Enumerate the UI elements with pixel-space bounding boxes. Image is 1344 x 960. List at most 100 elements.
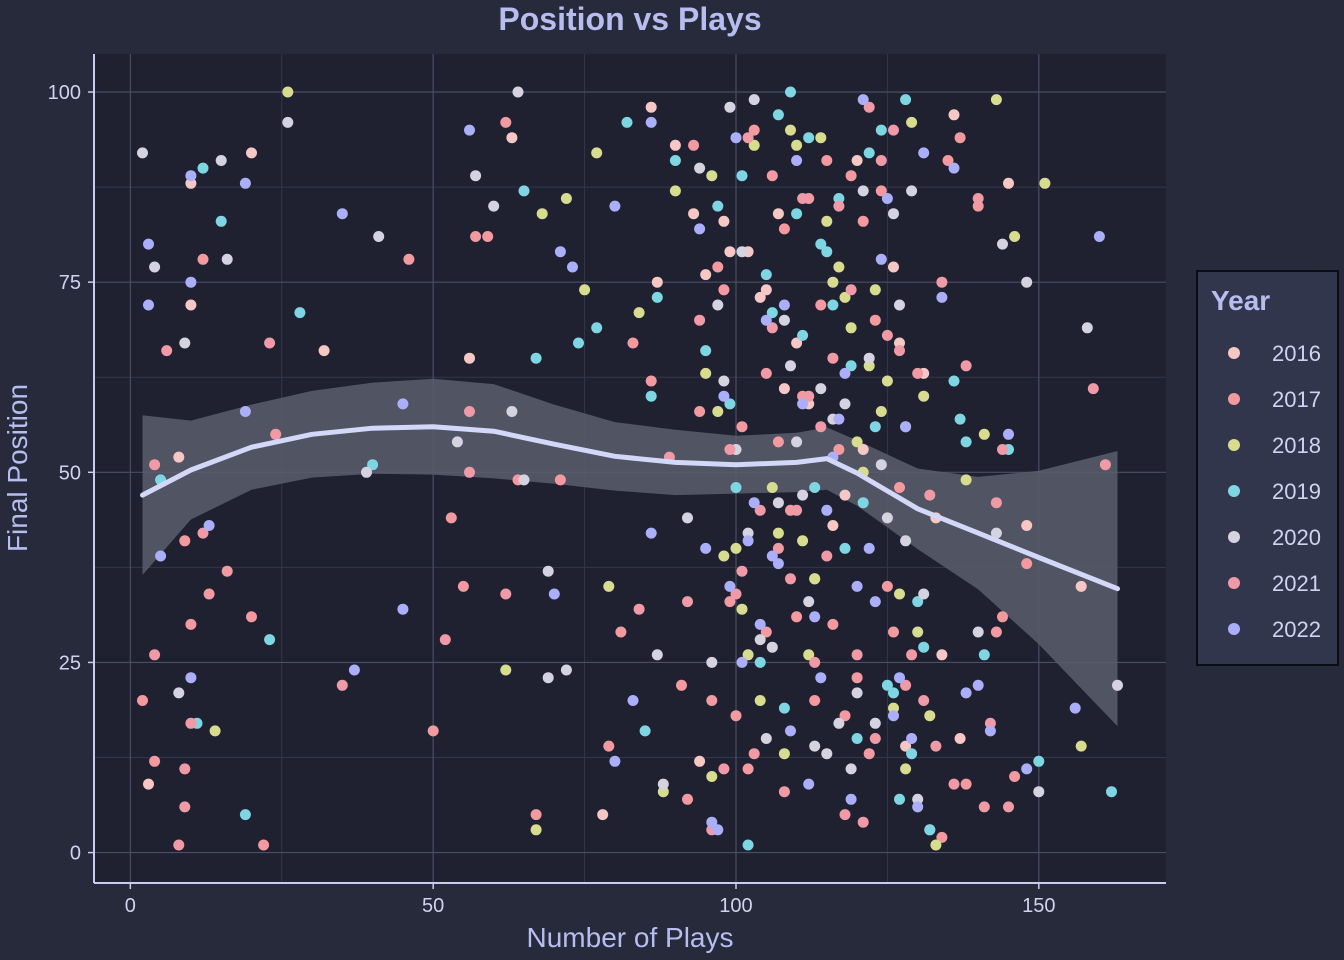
- data-point: [875, 185, 887, 197]
- data-point: [724, 444, 736, 455]
- data-point: [179, 763, 191, 775]
- data-point: [936, 291, 948, 303]
- data-point: [239, 406, 251, 417]
- data-point: [155, 550, 167, 562]
- data-point: [464, 406, 475, 417]
- data-point: [700, 269, 712, 281]
- data-point: [712, 261, 724, 273]
- data-point: [318, 345, 330, 357]
- data-point: [567, 261, 578, 273]
- data-point: [778, 314, 790, 326]
- data-point: [888, 702, 899, 714]
- data-point: [791, 155, 803, 166]
- data-point: [603, 740, 615, 752]
- data-point: [597, 809, 609, 821]
- legend-label-2017: 2017: [1272, 387, 1321, 412]
- data-point: [748, 94, 760, 106]
- data-point: [869, 314, 881, 326]
- data-point: [500, 588, 512, 600]
- data-point: [766, 482, 778, 493]
- data-point: [888, 710, 899, 722]
- data-point: [778, 786, 790, 798]
- data-point: [833, 261, 845, 273]
- data-point: [851, 436, 863, 448]
- data-point: [839, 809, 851, 821]
- data-point: [518, 185, 530, 197]
- data-point: [894, 337, 905, 349]
- chart-title: Position vs Plays: [498, 1, 761, 37]
- data-point: [457, 580, 469, 592]
- data-point: [736, 421, 748, 433]
- data-point: [875, 253, 887, 265]
- data-point: [881, 580, 893, 592]
- data-point: [470, 231, 482, 242]
- data-point: [736, 170, 748, 182]
- data-point: [766, 307, 778, 319]
- data-point: [609, 755, 621, 767]
- data-point: [754, 656, 766, 668]
- data-point: [367, 459, 379, 471]
- y-tick-label: 100: [48, 82, 81, 104]
- data-point: [736, 565, 748, 577]
- data-point: [1099, 459, 1111, 471]
- data-point: [246, 147, 257, 159]
- data-point: [179, 801, 191, 813]
- data-point: [633, 307, 645, 319]
- data-point: [1021, 763, 1033, 775]
- data-point: [785, 360, 796, 372]
- data-point: [621, 116, 633, 128]
- data-point: [530, 352, 542, 364]
- data-point: [185, 618, 197, 630]
- data-point: [984, 725, 996, 737]
- data-point: [639, 725, 651, 737]
- data-point: [669, 185, 681, 197]
- data-point: [888, 208, 899, 220]
- smooth-line-group: [140, 424, 1120, 592]
- data-point: [149, 649, 161, 661]
- data-point: [403, 253, 415, 265]
- data-point: [881, 512, 893, 524]
- legend-key-2020: [1228, 531, 1240, 543]
- data-point: [797, 193, 809, 204]
- y-tick-label: 75: [59, 272, 81, 294]
- data-point: [694, 314, 706, 326]
- legend-label-2020: 2020: [1272, 525, 1321, 550]
- data-point: [173, 839, 185, 851]
- data-point: [336, 679, 348, 691]
- data-point: [894, 345, 905, 357]
- data-point: [542, 672, 554, 684]
- data-point: [972, 679, 984, 691]
- data-point: [997, 611, 1008, 623]
- data-point: [785, 124, 796, 136]
- data-point: [766, 641, 778, 653]
- data-point: [185, 276, 197, 288]
- data-point: [137, 147, 148, 159]
- data-point: [143, 299, 154, 311]
- data-point: [560, 193, 572, 204]
- smooth-line: [140, 424, 1120, 592]
- data-point: [990, 626, 1002, 638]
- data-point: [1021, 276, 1033, 288]
- data-point: [700, 367, 712, 379]
- data-point: [676, 679, 687, 691]
- data-point: [645, 375, 657, 387]
- data-point: [724, 596, 736, 608]
- data-point: [1087, 383, 1099, 395]
- data-point: [203, 520, 215, 531]
- data-point: [766, 170, 778, 182]
- y-tick-label: 50: [59, 462, 81, 484]
- data-point: [397, 603, 409, 615]
- data-point: [821, 246, 833, 258]
- data-point: [869, 596, 881, 608]
- data-point: [657, 786, 669, 798]
- data-point: [742, 535, 754, 547]
- data-point: [700, 345, 712, 357]
- data-point: [960, 687, 972, 699]
- data-point: [772, 558, 784, 570]
- data-point: [718, 375, 730, 387]
- data-point: [464, 352, 475, 364]
- data-point: [718, 550, 730, 562]
- data-point: [869, 733, 881, 744]
- data-point: [906, 185, 918, 197]
- data-point: [990, 497, 1002, 509]
